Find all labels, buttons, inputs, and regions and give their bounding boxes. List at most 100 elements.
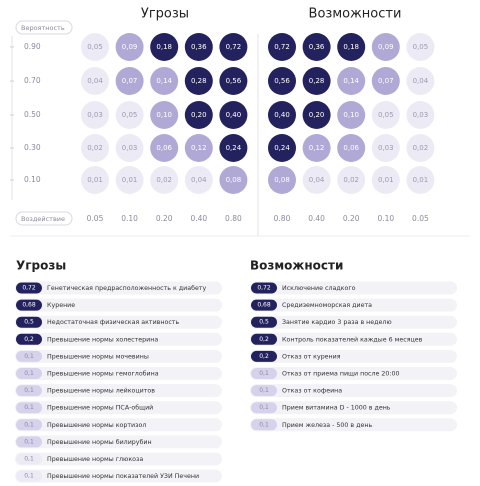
matrix-cell [81, 166, 109, 194]
list-row [15, 332, 222, 346]
x-button-label[interactable]: Воздействие [21, 215, 65, 223]
matrix-cell [219, 166, 248, 194]
matrix-cell [115, 134, 144, 162]
cell-label: 0,14 [343, 77, 359, 85]
matrix-cell [337, 67, 366, 95]
item-label: Отказ от курения [282, 353, 341, 360]
badge [251, 282, 277, 294]
matrix-cell [268, 134, 296, 162]
item-label: Превышение нормы билирубин [47, 438, 152, 446]
x-label: 0.10 [121, 214, 138, 223]
item-label: Превышение нормы гемоглобина [47, 370, 159, 378]
item-label: Прием витамина D - 1000 в день [282, 405, 391, 412]
matrix-cell [219, 67, 248, 95]
x-label: 0.20 [343, 214, 360, 223]
matrix-cell [81, 33, 109, 61]
matrix-cell [406, 101, 435, 129]
badge [16, 368, 42, 379]
item-label: Превышение нормы кортизол [47, 422, 146, 429]
item-label: Отказ от приема пищи после 20:00 [282, 371, 400, 378]
cell-label: 0,40 [226, 111, 242, 119]
list-title: Возможности [250, 259, 343, 273]
cell-label: 0,14 [156, 77, 172, 85]
item-label: Средиземноморская диета [282, 302, 372, 309]
matrix-cell [406, 33, 435, 61]
x-label: 0.80 [274, 214, 291, 223]
list-row [15, 367, 222, 380]
badge [251, 333, 277, 345]
cell-label: 0,09 [378, 43, 394, 51]
matrix-cell [184, 67, 213, 95]
badge [251, 419, 277, 431]
item-label: Недостаточная физическая активность [47, 319, 179, 326]
badge [251, 402, 277, 414]
list-row [15, 418, 222, 432]
cell-label: 0,08 [226, 176, 242, 184]
cell-label: 0,03 [87, 111, 103, 119]
matrix-cell [81, 67, 109, 95]
item-label: Прием железа - 500 в день [282, 422, 372, 429]
matrix-cell [302, 67, 331, 95]
badge-label: 0,2 [259, 353, 269, 360]
cell-label: 0,03 [378, 144, 394, 152]
cell-label: 0,05 [378, 111, 394, 119]
cell-label: 0,04 [191, 176, 207, 184]
cell-label: 0,02 [87, 144, 103, 152]
badge-label: 0,1 [259, 421, 269, 428]
badge [16, 282, 42, 294]
matrix-cell [150, 166, 179, 194]
list-row [15, 349, 222, 363]
matrix-cell [184, 134, 213, 162]
cell-label: 0,01 [122, 176, 138, 184]
list-row [250, 281, 457, 295]
matrix-cell [150, 134, 179, 162]
item-label: Превышение нормы мочевины [47, 353, 149, 360]
y-button-label[interactable]: Вероятность [21, 24, 65, 32]
badge-label: 0,1 [259, 370, 269, 377]
badge [16, 419, 42, 431]
badge [16, 316, 42, 328]
matrix-cell [150, 33, 179, 61]
y-button[interactable] [15, 20, 73, 35]
cell-label: 0,40 [274, 111, 290, 119]
matrix-cell [268, 101, 296, 129]
cell-label: 0,20 [309, 111, 325, 119]
x-button[interactable] [15, 211, 73, 226]
list-row [250, 332, 457, 346]
cell-label: 0,03 [413, 111, 429, 119]
badge [251, 385, 277, 397]
badge [16, 453, 42, 465]
badge [16, 350, 42, 362]
item-label: Курение [47, 302, 75, 309]
badge-label: 0,72 [257, 285, 271, 292]
cell-label: 0,02 [413, 144, 429, 152]
cell-label: 0,02 [343, 176, 359, 184]
matrix-cell [371, 67, 400, 95]
badge [16, 333, 42, 345]
badge [16, 299, 42, 311]
cell-label: 0,09 [122, 43, 138, 51]
badge-label: 0,1 [259, 387, 269, 394]
badge-label: 0,72 [22, 285, 36, 292]
matrix-cell [81, 101, 109, 129]
item-label: Контроль показателей каждые 6 месяцев [282, 335, 423, 343]
cell-label: 0,12 [191, 144, 207, 152]
cell-label: 0,20 [191, 111, 207, 119]
matrix-cell [115, 166, 144, 194]
y-label: 0.70 [24, 76, 41, 85]
item-label: Отказ от кофеина [282, 388, 342, 395]
cell-label: 0,01 [413, 176, 429, 184]
badge-label: 0,1 [24, 473, 34, 480]
matrix-cell [371, 166, 400, 194]
cell-label: 0,72 [274, 43, 290, 51]
cell-label: 0,18 [343, 43, 359, 51]
list-row [250, 298, 457, 312]
cell-label: 0,24 [274, 144, 290, 152]
list-row [15, 469, 222, 483]
list-row [15, 298, 222, 312]
list-row [15, 384, 222, 398]
badge-label: 0,1 [24, 404, 34, 411]
x-label: 0.20 [156, 214, 173, 223]
cell-label: 0,18 [156, 43, 172, 51]
x-label: 0.40 [308, 214, 325, 223]
